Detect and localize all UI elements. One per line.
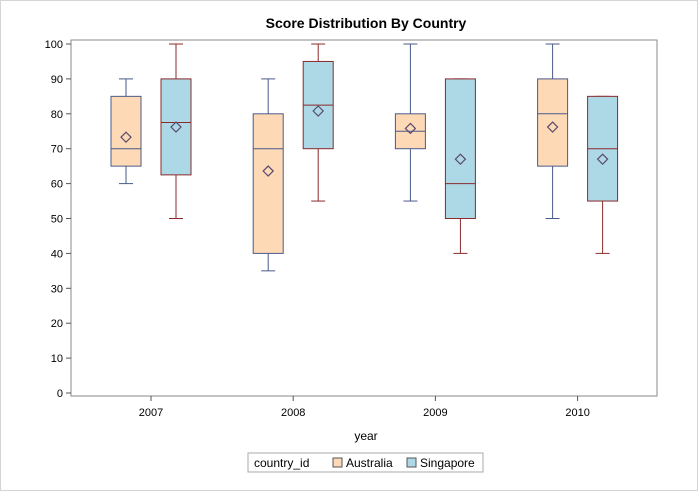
y-tick-label: 40 (51, 248, 63, 260)
box-singapore-2008 (302, 43, 334, 202)
y-tick-label: 100 (45, 39, 63, 51)
box-singapore-2007 (160, 43, 192, 219)
mean-marker (170, 121, 182, 133)
x-tick-label: 2008 (281, 407, 305, 419)
mean-marker (404, 122, 417, 135)
legend-label-australia: Australia (346, 456, 393, 470)
mean-marker (546, 121, 559, 133)
box-australia-2009 (394, 43, 426, 202)
iqr-box (252, 113, 284, 254)
x-tick-label: 2007 (139, 407, 163, 419)
box-australia-2007 (110, 78, 142, 185)
iqr-box (444, 78, 476, 220)
legend-label-singapore: Singapore (420, 456, 475, 470)
y-tick-label: 50 (51, 214, 63, 226)
chart-title: Score Distribution By Country (266, 15, 467, 31)
y-tick-label: 70 (51, 144, 63, 156)
x-tick-label: 2010 (565, 407, 589, 419)
y-tick-label: 60 (51, 179, 63, 191)
mean-marker (454, 153, 467, 166)
mean-marker (596, 153, 609, 166)
legend-swatch-singapore (406, 457, 417, 468)
box-australia-2008 (252, 78, 284, 272)
y-tick-label: 20 (51, 318, 63, 330)
x-axis-label: year (354, 429, 377, 443)
x-tick-label: 2009 (423, 407, 447, 419)
y-tick-label: 30 (51, 283, 63, 295)
box-series (110, 43, 619, 272)
legend: country_id Australia Singapore (247, 452, 484, 473)
y-tick-label: 90 (51, 74, 63, 86)
legend-swatch-australia (332, 457, 343, 468)
mean-marker (120, 131, 132, 144)
iqr-box (110, 95, 142, 167)
y-axis: 0 10 20 30 40 50 60 70 80 90 100 (45, 39, 71, 400)
box-singapore-2010 (587, 95, 619, 254)
legend-title: country_id (254, 456, 309, 470)
box-singapore-2009 (444, 78, 476, 254)
y-tick-label: 0 (57, 388, 63, 400)
x-axis: 2007 2008 2009 2010 (139, 396, 590, 419)
mean-marker (312, 105, 325, 117)
box-australia-2010 (537, 43, 569, 219)
y-tick-label: 10 (51, 353, 63, 365)
mean-marker (262, 165, 275, 177)
iqr-box (160, 78, 192, 176)
legend-box (247, 452, 484, 473)
y-tick-label: 80 (51, 109, 63, 121)
plot-area (70, 39, 658, 397)
